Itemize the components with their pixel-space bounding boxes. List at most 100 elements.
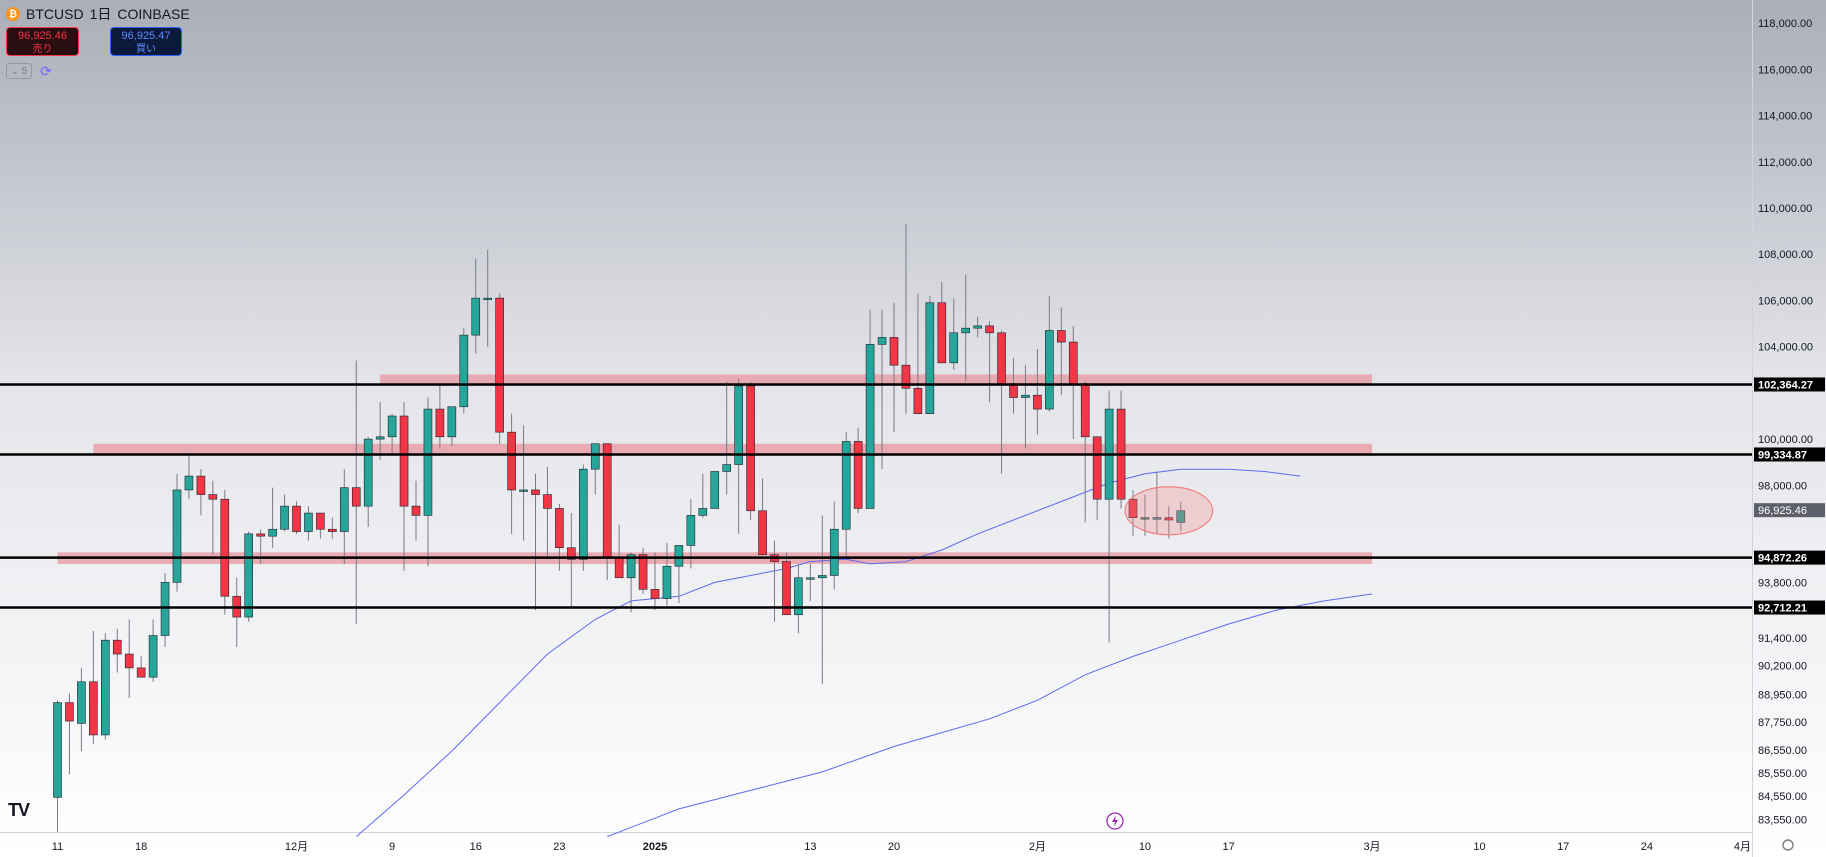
y-tick-label: 100,000.00 — [1758, 434, 1813, 446]
candle-body — [817, 575, 827, 579]
y-tick-label: 108,000.00 — [1758, 249, 1813, 261]
indicators-collapse-button[interactable]: ⌄ 5 — [6, 63, 32, 79]
candle-body — [937, 302, 947, 364]
candle-body — [411, 505, 421, 516]
buy-button[interactable]: 96,925.47 買い — [110, 27, 182, 56]
candle-body — [1057, 330, 1066, 343]
candle-body — [889, 337, 899, 366]
candle-body — [841, 441, 851, 530]
candle-body — [1068, 341, 1078, 384]
candle-body — [782, 561, 791, 616]
candle-body — [339, 487, 349, 532]
level-price-label: 102,364.27 — [1758, 379, 1813, 391]
candle-body — [89, 681, 98, 736]
candle-body — [160, 582, 170, 636]
candle-body — [459, 334, 469, 408]
sell-price: 96,925.46 — [18, 30, 67, 42]
y-tick-label: 106,000.00 — [1758, 295, 1813, 307]
candle-body — [794, 577, 803, 616]
candle-body — [662, 565, 672, 599]
candle-body — [913, 387, 923, 414]
symbol-header[interactable]: ₿ BTCUSD 1日 COINBASE — [6, 4, 190, 24]
y-tick-label: 90,200.00 — [1758, 661, 1807, 673]
level-price-badge — [1754, 447, 1825, 462]
candle-body — [387, 415, 397, 438]
candle-body — [746, 385, 755, 512]
x-tick-label: 16 — [470, 841, 482, 853]
candle-body — [853, 441, 863, 509]
candle-body — [184, 475, 194, 491]
y-tick-label: 118,000.00 — [1758, 18, 1812, 30]
candle-body — [423, 408, 433, 516]
candle-body — [1045, 330, 1054, 410]
candle-body — [1140, 517, 1150, 520]
candle-body — [304, 512, 313, 532]
sell-label: 売り — [32, 44, 53, 55]
candle-body — [495, 297, 504, 433]
exchange-label: COINBASE — [117, 6, 190, 22]
buy-label: 買い — [136, 44, 156, 55]
candle-body — [65, 702, 74, 722]
moving-average-slow — [607, 593, 1373, 838]
candle-body — [136, 667, 146, 678]
candle-body — [901, 364, 911, 389]
resistance-zone — [380, 374, 1372, 386]
highlight-ellipse — [1124, 486, 1214, 536]
candle-body — [555, 508, 564, 549]
level-price-label: 99,334.87 — [1758, 449, 1807, 461]
candle-body — [925, 302, 935, 414]
candle-body — [268, 528, 277, 537]
candle-body — [567, 547, 576, 560]
symbol-name[interactable]: BTCUSD — [26, 6, 84, 22]
sell-button[interactable]: 96,925.46 売り — [6, 27, 79, 56]
y-tick-label: 116,000.00 — [1758, 64, 1812, 76]
candle-body — [471, 297, 481, 336]
candle-body — [578, 468, 588, 560]
candle-body — [220, 498, 230, 597]
candle-body — [961, 327, 971, 334]
x-tick-label: 24 — [1641, 841, 1653, 853]
lightning-bolt-icon — [1112, 815, 1118, 827]
y-tick-label: 88,950.00 — [1758, 689, 1807, 701]
candle-body — [280, 505, 289, 530]
candle-body — [614, 556, 624, 579]
candle-body — [112, 639, 122, 655]
candle-body — [196, 475, 206, 495]
candle-body — [710, 471, 720, 509]
x-tick-label: 18 — [135, 841, 147, 853]
candle-body — [1176, 510, 1186, 523]
candle-body — [531, 489, 540, 495]
y-tick-label: 83,550.00 — [1758, 814, 1807, 826]
x-tick-label: 23 — [553, 841, 565, 853]
candle-body — [590, 443, 600, 470]
x-tick-label: 4月 — [1734, 841, 1751, 853]
indicator-toolbar: ⌄ 5 ⟳ — [6, 63, 54, 79]
candle-body — [208, 494, 218, 500]
candle-body — [602, 443, 612, 558]
x-tick-label: 9 — [389, 841, 395, 853]
candle-body — [1080, 383, 1090, 438]
candle-body — [328, 528, 337, 532]
settings-gear-icon[interactable] — [1782, 839, 1794, 851]
candle-body — [1009, 383, 1018, 398]
x-tick-label: 10 — [1473, 841, 1485, 853]
candle-body — [829, 528, 839, 576]
candle-body — [148, 635, 158, 678]
candle-body — [1128, 498, 1138, 518]
sync-icon[interactable]: ⟳ — [40, 63, 52, 79]
candle-body — [447, 406, 457, 438]
candle-body — [172, 489, 182, 583]
candle-body — [101, 639, 110, 736]
current-price-badge — [1754, 503, 1825, 518]
x-tick-label: 2025 — [643, 841, 667, 853]
candle-body — [626, 554, 636, 579]
candle-body — [1033, 394, 1042, 410]
y-tick-label: 98,000.00 — [1758, 480, 1807, 492]
candle-body — [256, 533, 265, 537]
lightning-icon[interactable] — [1106, 812, 1124, 830]
interval-label[interactable]: 1日 — [89, 6, 112, 22]
candle-body — [722, 464, 732, 472]
